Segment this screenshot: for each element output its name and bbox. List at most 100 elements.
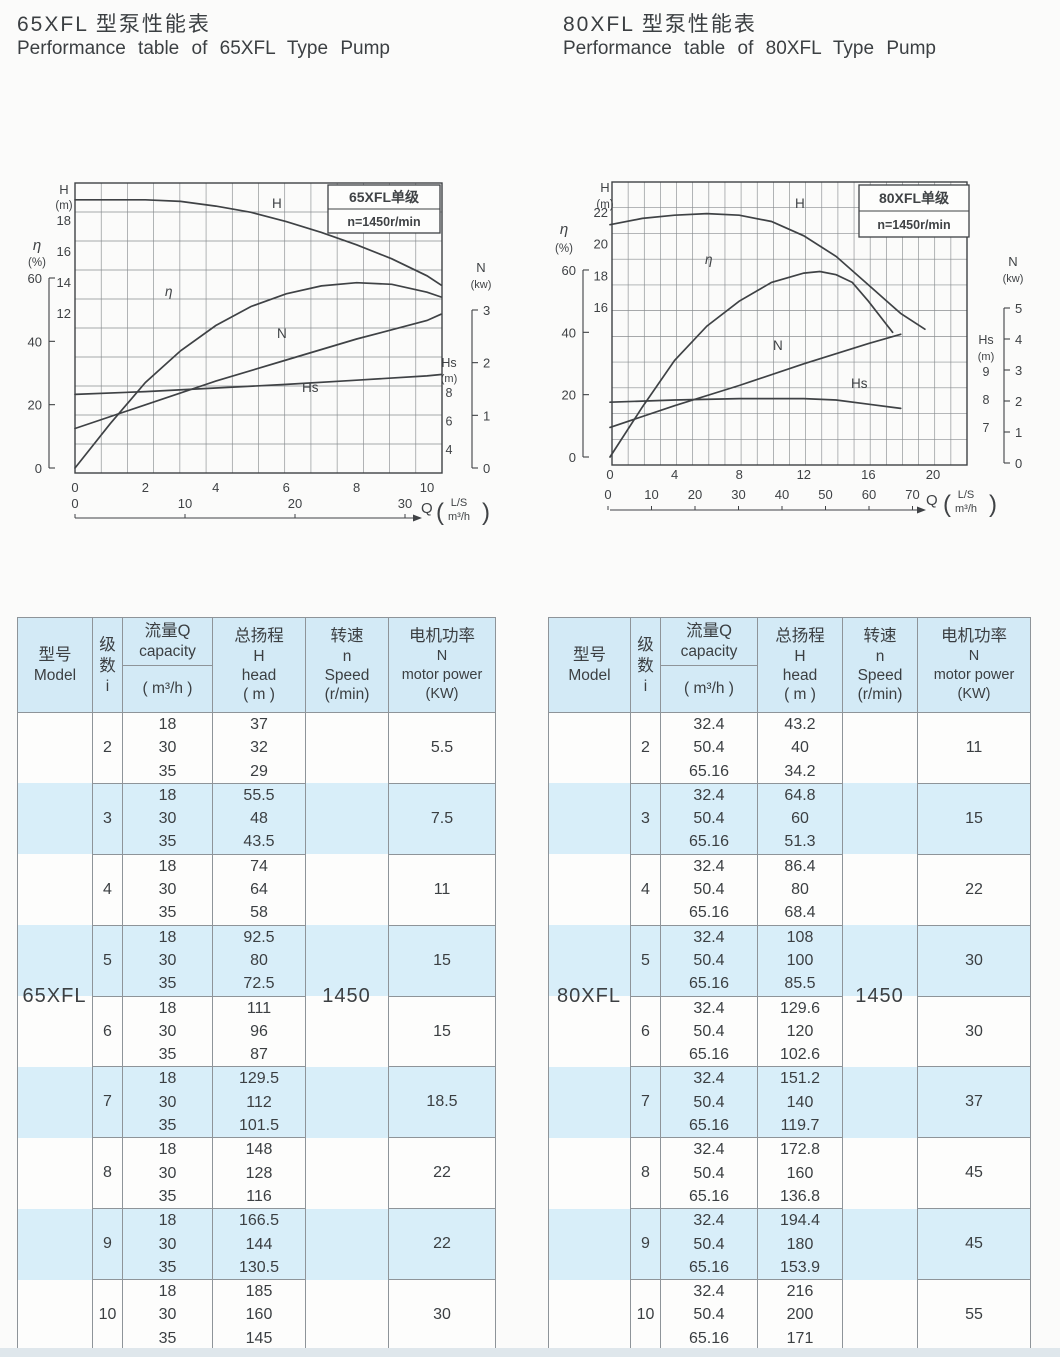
head-value: 60 (791, 810, 809, 828)
power-header-line: (KW) (957, 686, 991, 702)
head-cell: 55.5 48 43.5 (212, 782, 306, 855)
stage-group-row: 2 32.4 50.4 65.16 43.2 40 34.2 11 (548, 712, 1031, 784)
svg-text:30: 30 (731, 487, 745, 502)
head-header-line: ( m ) (243, 686, 275, 703)
svg-text:16: 16 (594, 300, 608, 315)
head-value: 185 (245, 1283, 273, 1301)
speed-header-cell: 转速 n Speed (r/min) (305, 617, 389, 713)
svg-text:(m): (m) (978, 351, 995, 363)
capacity-value: 30 (158, 739, 177, 757)
speed-cell (305, 783, 389, 855)
curve-label-H: H (795, 196, 805, 211)
capacity-value: 18 (158, 928, 177, 946)
curve-label-eta: η (165, 284, 173, 299)
svg-text:H: H (600, 180, 609, 195)
curve-N (609, 333, 902, 429)
svg-text:4: 4 (446, 443, 453, 457)
head-value: 86.4 (784, 857, 816, 875)
capacity-value: 32.4 (693, 716, 725, 733)
axis-labels: H(m)18161412η(%)6040200N(kw)3210Hs(m)864… (28, 182, 492, 526)
capacity-value: 65.16 (688, 1117, 730, 1135)
table-body: 2 32.4 50.4 65.16 43.2 40 34.2 11 3 32.4 50.4 65.16… (548, 712, 1031, 1352)
speed-header-line: Speed (857, 667, 903, 684)
stage-group-row: 7 32.4 50.4 65.16 151.2 140 119.7 37 (548, 1066, 1031, 1139)
capacity-value: 18 (158, 1070, 177, 1088)
svg-text:30: 30 (398, 496, 412, 511)
svg-text:60: 60 (862, 487, 876, 502)
capacity-cell: 32.4 50.4 65.16 (660, 853, 758, 926)
head-value: 171 (786, 1329, 814, 1347)
svg-text:0: 0 (483, 461, 490, 476)
model-header-cell: 型号 Model (17, 617, 93, 713)
stage-cell: 2 (630, 712, 661, 784)
capacity-cell: 18 30 35 (122, 995, 213, 1068)
head-value: 96 (250, 1022, 268, 1040)
svg-text:0: 0 (604, 487, 611, 502)
head-value: 85.5 (784, 975, 816, 993)
stage-group-row: 10 32.4 50.4 65.16 216 200 171 55 (548, 1279, 1031, 1352)
stage-group-row: 7 18 30 35 129.5 112 101.5 18.5 (17, 1066, 496, 1139)
stage-group-row: 5 18 30 35 92.5 80 72.5 15 (17, 924, 496, 997)
svg-text:3: 3 (1015, 363, 1022, 378)
page-title-cn: 80XFL 型泵性能表 (563, 13, 757, 36)
capacity-header-en: capacity (139, 643, 196, 661)
capacity-value: 65.16 (688, 1046, 730, 1064)
model-cell (17, 1279, 93, 1351)
power-cell: 22 (388, 1137, 496, 1210)
head-value: 80 (250, 951, 268, 969)
capacity-value: 32.4 (693, 786, 725, 804)
axis-labels: H(m)22201816η(%)6040200N(kw)543210Hs(m)9… (555, 180, 1023, 518)
power-cell: 22 (917, 853, 1031, 926)
power-cell: 15 (917, 782, 1031, 855)
capacity-value: 32.4 (693, 1283, 725, 1301)
stage-header-cn: 数 (99, 656, 116, 675)
speed-cell (842, 1066, 918, 1138)
capacity-value: 65.16 (688, 762, 730, 780)
svg-text:(: ( (436, 499, 444, 526)
speed-value: 1450 (855, 985, 904, 1007)
head-cell: 92.5 80 72.5 (212, 924, 306, 997)
svg-text:0: 0 (606, 467, 613, 482)
head-value: 100 (786, 951, 814, 969)
head-header-line: H (253, 648, 265, 665)
power-cell: 30 (388, 1279, 496, 1352)
head-value: 32 (250, 739, 268, 757)
head-value: 101.5 (238, 1117, 280, 1135)
head-value: 116 (246, 1187, 272, 1205)
power-cell: 7.5 (388, 782, 496, 855)
head-value: 129.5 (238, 1070, 280, 1088)
curve-eta (74, 281, 442, 469)
svg-text:Hs: Hs (978, 333, 993, 347)
head-value: 216 (786, 1283, 814, 1301)
stage-cell: 5 (92, 924, 123, 997)
power-header-line: N (968, 648, 980, 664)
svg-text:(m): (m) (55, 200, 72, 212)
head-value: 145 (245, 1329, 273, 1347)
head-value: 43.2 (784, 716, 816, 733)
svg-text:(%): (%) (555, 243, 573, 255)
speed-header-line: (r/min) (857, 686, 903, 703)
svg-text:12: 12 (797, 467, 811, 482)
capacity-header-cn: 流量Q (144, 622, 191, 641)
curve-label-N: N (773, 338, 783, 353)
head-cell: 108 100 85.5 (757, 924, 843, 997)
svg-text:3: 3 (483, 303, 490, 318)
svg-text:): ) (989, 491, 997, 518)
curve-H (609, 212, 926, 331)
svg-text:6: 6 (283, 480, 290, 495)
table-body: 2 18 30 35 37 32 29 5.5 3 18 30 35 55.5 48 43.5 7.5 4 18 3… (17, 712, 496, 1352)
svg-text:H: H (59, 182, 68, 197)
head-value: 64.8 (784, 786, 816, 804)
head-value: 112 (246, 1093, 272, 1111)
stage-cell: 6 (630, 995, 661, 1068)
capacity-value: 30 (158, 810, 177, 828)
head-value: 64 (250, 881, 268, 899)
power-cell: 11 (917, 712, 1031, 784)
svg-text:18: 18 (594, 268, 608, 283)
power-header-line: (KW) (425, 686, 459, 702)
